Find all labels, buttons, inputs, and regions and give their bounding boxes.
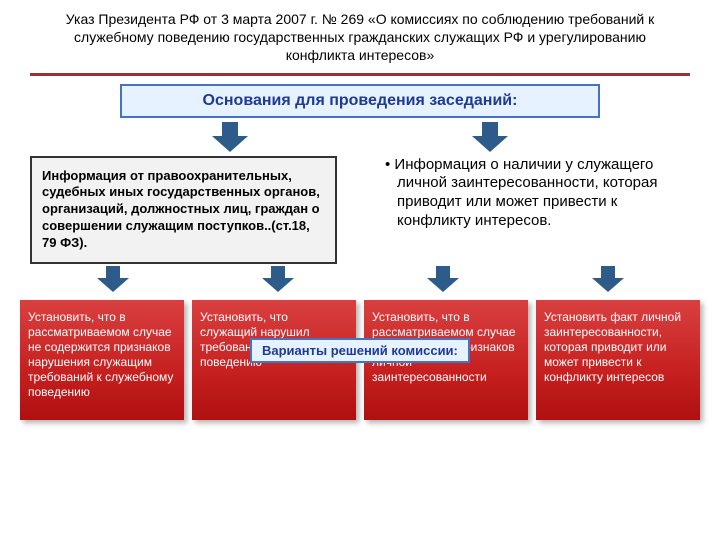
decision-box-4: Установить факт личной заинтересованност… — [536, 300, 700, 420]
arrows-top-row — [0, 120, 720, 154]
bullet-text: Информация о наличии у служащего личной … — [385, 156, 657, 229]
horizontal-rule — [30, 73, 690, 76]
decisions-banner: Варианты решений комиссии: — [250, 338, 470, 363]
arrow-down-icon — [425, 264, 461, 294]
grounds-banner: Основания для проведения заседаний: — [120, 84, 600, 118]
decision-box-1: Установить, что в рассматриваемом случае… — [20, 300, 184, 420]
arrow-down-icon — [95, 264, 131, 294]
arrow-down-icon — [590, 264, 626, 294]
info-box-right: Информация о наличии у служащего личной … — [367, 156, 690, 264]
arrows-bottom-row — [0, 264, 720, 294]
info-columns: Информация от правоохранительных, судебн… — [0, 156, 720, 264]
arrow-down-icon — [260, 264, 296, 294]
arrow-down-icon — [210, 120, 250, 154]
arrow-down-icon — [470, 120, 510, 154]
info-box-left: Информация от правоохранительных, судебн… — [30, 156, 337, 264]
page-title: Указ Президента РФ от 3 марта 2007 г. № … — [0, 0, 720, 71]
